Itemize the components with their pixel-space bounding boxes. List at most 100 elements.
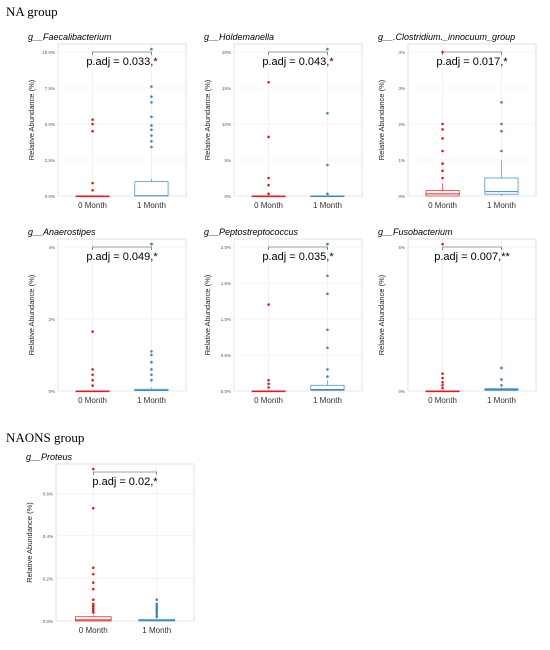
- outlier-point: [91, 604, 95, 608]
- outlier-point: [91, 378, 94, 382]
- outlier-point: [267, 192, 270, 196]
- outlier-point: [91, 330, 94, 333]
- y-axis-label: Relative Abundance (%): [203, 79, 212, 160]
- outlier-point: [155, 613, 159, 616]
- x-tick-label: 0 Month: [254, 201, 283, 210]
- y-tick-label: 0%: [398, 389, 405, 394]
- outlier-point: [150, 145, 153, 149]
- significance-bracket: [268, 51, 328, 55]
- y-tick-label: 1.5%: [221, 281, 231, 286]
- y-tick-label: 2%: [48, 317, 55, 322]
- outlier-point: [500, 383, 503, 387]
- outlier-point: [441, 376, 444, 380]
- plot-border: [233, 238, 363, 392]
- outlier-point: [150, 134, 153, 137]
- outlier-point: [150, 124, 153, 127]
- outlier-point: [91, 581, 95, 584]
- y-axis-label: Relative Abundance (%): [25, 502, 34, 583]
- box-iqr: [484, 177, 519, 195]
- plot-border: [57, 43, 187, 197]
- chart-svg: g__Anaerostipes 0% 2% 4% Relative Abundance …: [27, 227, 187, 405]
- outlier-point: [150, 139, 153, 143]
- outlier-point: [267, 378, 270, 382]
- outlier-point: [326, 274, 329, 278]
- chart-clostridium-innocuum: g__.Clostridium._innocuum_group 0% 1% 2% 3% 4…: [372, 30, 542, 220]
- p-value-annotation: p.adj = 0.017,*: [436, 56, 508, 68]
- outlier-point: [441, 122, 444, 126]
- x-tick-label: 1 Month: [487, 201, 516, 210]
- chart-anaerostipes: g__Anaerostipes 0% 2% 4% Relative Abundance …: [22, 225, 192, 415]
- x-tick-label: 1 Month: [137, 201, 166, 210]
- significance-bracket: [92, 51, 152, 55]
- box-iqr: [74, 616, 112, 622]
- y-tick-label: 0.2%: [43, 576, 53, 581]
- chart-title: g__Fusobacterium: [378, 227, 453, 237]
- outlier-point: [91, 566, 95, 570]
- outlier-point: [441, 242, 444, 246]
- y-tick-label: 15%: [222, 86, 231, 91]
- plot-border: [57, 238, 187, 392]
- outlier-point: [326, 47, 329, 51]
- y-axis-label: Relative Abundance (%): [203, 274, 212, 355]
- p-value-annotation: p.adj = 0.043,*: [262, 56, 334, 68]
- outlier-point: [155, 609, 159, 612]
- chart-title: g__Anaerostipes: [28, 227, 96, 237]
- x-tick-label: 1 Month: [142, 626, 171, 635]
- chart-title: g__Proteus: [26, 452, 73, 462]
- outlier-point: [150, 350, 153, 353]
- outlier-point: [326, 328, 329, 332]
- y-axis-label: Relative Abundance (%): [377, 79, 386, 160]
- y-tick-label: 5%: [398, 245, 405, 250]
- y-tick-label: 2%: [398, 122, 405, 127]
- outlier-point: [441, 162, 444, 165]
- p-value-annotation: p.adj = 0.033,*: [86, 56, 158, 68]
- outlier-point: [326, 192, 329, 196]
- p-value-annotation: p.adj = 0.035,*: [262, 251, 334, 263]
- outlier-point: [150, 368, 153, 371]
- outlier-point: [150, 378, 153, 382]
- outlier-point: [91, 384, 94, 387]
- outlier-point: [267, 386, 270, 389]
- outlier-point: [91, 598, 95, 602]
- y-tick-label: 5.0%: [45, 122, 55, 127]
- outlier-point: [441, 372, 444, 376]
- significance-bracket: [92, 246, 152, 250]
- outlier-point: [155, 606, 159, 610]
- y-tick-label: 4%: [48, 245, 55, 250]
- outlier-point: [441, 149, 444, 153]
- outlier-point: [150, 128, 153, 132]
- group-title-na: NA group: [6, 4, 58, 19]
- y-tick-label: 2.0%: [221, 245, 231, 250]
- outlier-point: [91, 572, 95, 576]
- y-tick-label: 0.4%: [43, 534, 53, 539]
- outlier-point: [150, 115, 153, 119]
- outlier-point: [267, 80, 270, 84]
- x-tick-label: 0 Month: [254, 396, 283, 405]
- y-tick-label: 0.0%: [221, 389, 231, 394]
- y-tick-label: 0%: [224, 194, 231, 199]
- outlier-point: [500, 129, 503, 133]
- outlier-point: [441, 169, 444, 173]
- y-axis-label: Relative Abundance (%): [377, 274, 386, 355]
- outlier-point: [91, 602, 95, 606]
- group-title-naons: NAONS group: [6, 430, 85, 445]
- x-tick-label: 0 Month: [428, 201, 457, 210]
- chart-title: g__Peptostreptococcus: [204, 227, 299, 237]
- outlier-point: [267, 303, 270, 306]
- outlier-point: [150, 85, 153, 88]
- y-tick-label: 4%: [398, 50, 405, 55]
- outlier-point: [155, 602, 159, 606]
- x-tick-label: 0 Month: [78, 396, 107, 405]
- outlier-point: [150, 95, 153, 98]
- y-tick-label: 0%: [48, 389, 55, 394]
- y-tick-label: 20%: [222, 50, 231, 55]
- outlier-point: [441, 386, 444, 390]
- outlier-point: [91, 129, 94, 133]
- outlier-point: [91, 368, 94, 371]
- y-tick-label: 0.6%: [43, 491, 53, 496]
- outlier-point: [91, 122, 94, 126]
- significance-bracket: [442, 51, 502, 55]
- p-value-annotation: p.adj = 0.02,*: [92, 476, 158, 488]
- outlier-point: [150, 360, 153, 364]
- chart-title: g__Faecalibacterium: [28, 32, 112, 42]
